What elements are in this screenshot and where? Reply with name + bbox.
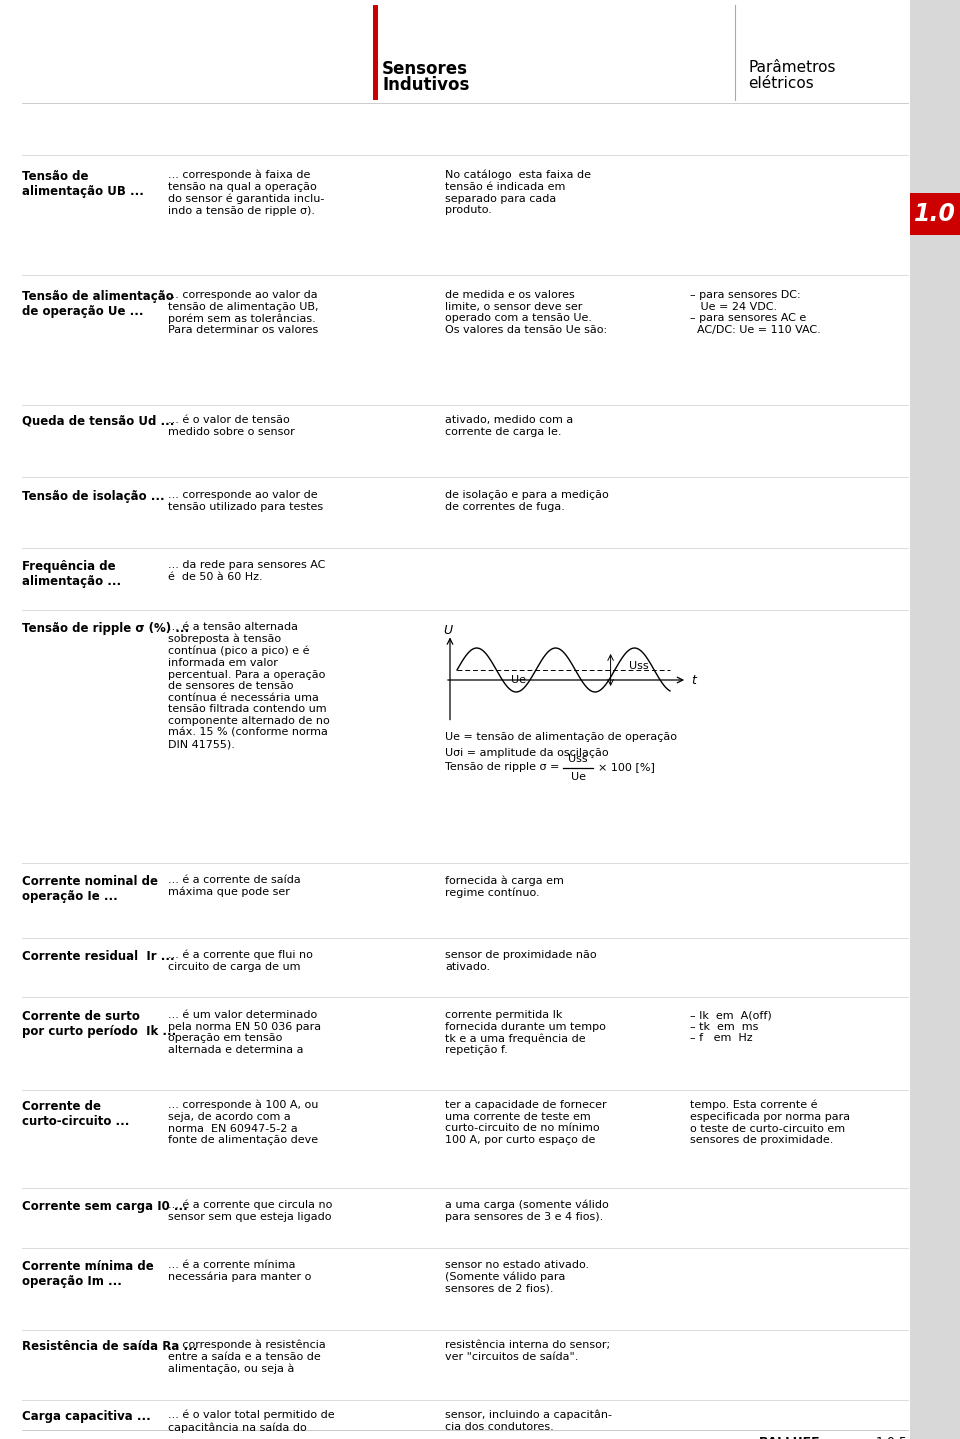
Text: ... corresponde à 100 A, ou
seja, de acordo com a
norma  EN 60947-5-2 a
fonte de: ... corresponde à 100 A, ou seja, de aco… bbox=[168, 1099, 319, 1145]
Text: Resistência de saída Ra ...: Resistência de saída Ra ... bbox=[22, 1340, 198, 1353]
Text: Ue: Ue bbox=[511, 675, 526, 685]
Text: Frequência de
alimentação ...: Frequência de alimentação ... bbox=[22, 560, 121, 589]
Text: elétricos: elétricos bbox=[748, 76, 814, 91]
Text: Corrente de
curto-circuito ...: Corrente de curto-circuito ... bbox=[22, 1099, 130, 1128]
Text: ... é a corrente mínima
necessária para manter o: ... é a corrente mínima necessária para … bbox=[168, 1261, 311, 1282]
Text: Indutivos: Indutivos bbox=[382, 76, 469, 94]
Text: Queda de tensão Ud ...: Queda de tensão Ud ... bbox=[22, 414, 175, 427]
Text: Uσi = amplitude da oscilação: Uσi = amplitude da oscilação bbox=[445, 748, 609, 758]
Text: Corrente de surto
por curto período  Ik ...: Corrente de surto por curto período Ik .… bbox=[22, 1010, 177, 1038]
Text: ... é a corrente que flui no
circuito de carga de um: ... é a corrente que flui no circuito de… bbox=[168, 950, 313, 973]
Text: Parâmetros: Parâmetros bbox=[748, 60, 835, 75]
Text: No catálogo  esta faixa de
tensão é indicada em
separado para cada
produto.: No catálogo esta faixa de tensão é indic… bbox=[445, 170, 591, 216]
Text: Tensão de isolação ...: Tensão de isolação ... bbox=[22, 491, 164, 504]
Text: ... é a tensão alternada
sobreposta à tensão
contínua (pico a pico) e é
informad: ... é a tensão alternada sobreposta à te… bbox=[168, 622, 329, 750]
Text: Corrente sem carga I0 ...: Corrente sem carga I0 ... bbox=[22, 1200, 188, 1213]
Text: Ue = tensão de alimentação de operação: Ue = tensão de alimentação de operação bbox=[445, 732, 677, 743]
Text: Tensão de ripple σ =: Tensão de ripple σ = bbox=[445, 763, 560, 773]
Text: Tensão de alimentação
de operação Ue ...: Tensão de alimentação de operação Ue ... bbox=[22, 291, 174, 318]
Text: Sensores: Sensores bbox=[382, 60, 468, 78]
Text: resistência interna do sensor;
ver "circuitos de saída".: resistência interna do sensor; ver "circ… bbox=[445, 1340, 611, 1361]
Bar bbox=[373, 4, 378, 99]
Bar bbox=[910, 0, 960, 1439]
Text: ... corresponde à faixa de
tensão na qual a operação
do sensor é garantida inclu: ... corresponde à faixa de tensão na qua… bbox=[168, 170, 324, 216]
Text: BALLUFF: BALLUFF bbox=[758, 1436, 820, 1439]
Text: corrente permitida Ik
fornecida durante um tempo
tk e a uma frequência de
repeti: corrente permitida Ik fornecida durante … bbox=[445, 1010, 606, 1055]
Text: ... é um valor determinado
pela norma EN 50 036 para
operação em tensão
alternad: ... é um valor determinado pela norma EN… bbox=[168, 1010, 322, 1055]
Text: Carga capacitiva ...: Carga capacitiva ... bbox=[22, 1410, 151, 1423]
Text: tempo. Esta corrente é
especificada por norma para
o teste de curto-circuito em
: tempo. Esta corrente é especificada por … bbox=[690, 1099, 851, 1145]
Text: Corrente mínima de
operação Im ...: Corrente mínima de operação Im ... bbox=[22, 1261, 154, 1288]
Text: sensor, incluindo a capacitân-
cia dos condutores.: sensor, incluindo a capacitân- cia dos c… bbox=[445, 1410, 612, 1432]
Text: Corrente residual  Ir ...: Corrente residual Ir ... bbox=[22, 950, 175, 963]
Text: a uma carga (somente válido
para sensores de 3 e 4 fios).: a uma carga (somente válido para sensore… bbox=[445, 1200, 609, 1222]
Text: ... corresponde ao valor da
tensão de alimentação UB,
porém sem as tolerâncias.
: ... corresponde ao valor da tensão de al… bbox=[168, 291, 319, 335]
Text: de isolação e para a medição
de correntes de fuga.: de isolação e para a medição de corrente… bbox=[445, 491, 609, 512]
Text: Uss: Uss bbox=[629, 661, 648, 671]
Text: sensor de proximidade não
ativado.: sensor de proximidade não ativado. bbox=[445, 950, 596, 971]
Text: ativado, medido com a
corrente de carga Ie.: ativado, medido com a corrente de carga … bbox=[445, 414, 573, 436]
Text: U: U bbox=[444, 625, 452, 637]
Text: – Ik  em  A(off)
– tk  em  ms
– f   em  Hz: – Ik em A(off) – tk em ms – f em Hz bbox=[690, 1010, 772, 1043]
Text: 1.0: 1.0 bbox=[914, 201, 956, 226]
Text: × 100 [%]: × 100 [%] bbox=[598, 763, 655, 773]
Text: 1.0.5: 1.0.5 bbox=[876, 1436, 908, 1439]
Text: de medida e os valores
limite, o sensor deve ser
operado com a tensão Ue.
Os val: de medida e os valores limite, o sensor … bbox=[445, 291, 607, 335]
Text: Tensão de
alimentação UB ...: Tensão de alimentação UB ... bbox=[22, 170, 144, 199]
Text: Ue: Ue bbox=[570, 771, 586, 781]
Text: ... é o valor total permitido de
capacitância na saída do: ... é o valor total permitido de capacit… bbox=[168, 1410, 335, 1433]
Text: Tensão de ripple σ (%) ...: Tensão de ripple σ (%) ... bbox=[22, 622, 189, 635]
Bar bbox=[910, 193, 960, 235]
Text: ... da rede para sensores AC
é  de 50 à 60 Hz.: ... da rede para sensores AC é de 50 à 6… bbox=[168, 560, 325, 581]
Text: ... corresponde à resistência
entre a saída e a tensão de
alimentação, ou seja à: ... corresponde à resistência entre a sa… bbox=[168, 1340, 325, 1374]
Text: – para sensores DC:
   Ue = 24 VDC.
– para sensores AC e
  AC/DC: Ue = 110 VAC.: – para sensores DC: Ue = 24 VDC. – para … bbox=[690, 291, 821, 335]
Text: Corrente nominal de
operação Ie ...: Corrente nominal de operação Ie ... bbox=[22, 875, 158, 904]
Text: Uss: Uss bbox=[568, 754, 588, 764]
Text: t: t bbox=[691, 673, 696, 686]
Text: fornecida à carga em
regime contínuo.: fornecida à carga em regime contínuo. bbox=[445, 875, 564, 898]
Text: ... corresponde ao valor de
tensão utilizado para testes: ... corresponde ao valor de tensão utili… bbox=[168, 491, 324, 512]
Text: ... é a corrente que circula no
sensor sem que esteja ligado: ... é a corrente que circula no sensor s… bbox=[168, 1200, 332, 1222]
Text: sensor no estado ativado.
(Somente válido para
sensores de 2 fios).: sensor no estado ativado. (Somente válid… bbox=[445, 1261, 589, 1294]
Text: ... é a corrente de saída
máxima que pode ser: ... é a corrente de saída máxima que pod… bbox=[168, 875, 300, 896]
Text: ... é o valor de tensão
medido sobre o sensor: ... é o valor de tensão medido sobre o s… bbox=[168, 414, 295, 436]
Text: ter a capacidade de fornecer
uma corrente de teste em
curto-circuito de no mínim: ter a capacidade de fornecer uma corrent… bbox=[445, 1099, 607, 1145]
